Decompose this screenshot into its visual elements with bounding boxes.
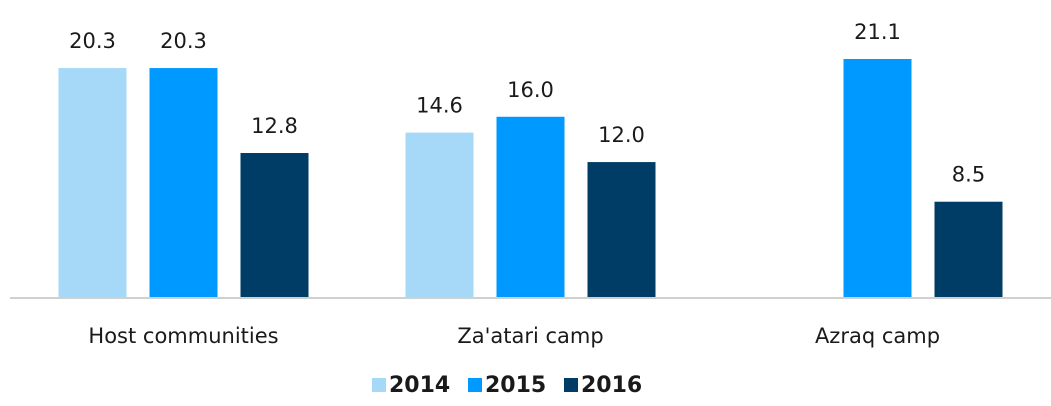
bar xyxy=(405,132,474,298)
legend-swatch xyxy=(564,378,578,392)
value-label: 16.0 xyxy=(507,78,554,102)
value-label: 14.6 xyxy=(416,94,463,118)
bar xyxy=(149,68,218,298)
bar xyxy=(58,68,127,298)
bar xyxy=(240,153,309,298)
value-label: 20.3 xyxy=(69,29,116,53)
bar xyxy=(587,162,656,298)
x-tick-label: Za'atari camp xyxy=(457,324,603,348)
bar xyxy=(843,59,912,298)
value-label: 20.3 xyxy=(160,29,207,53)
value-label: 21.1 xyxy=(854,20,901,44)
legend-swatch xyxy=(372,378,386,392)
value-label: 12.8 xyxy=(251,114,298,138)
legend-swatch xyxy=(468,378,482,392)
value-label: 12.0 xyxy=(598,123,645,147)
legend-label: 2015 xyxy=(485,373,546,398)
value-label: 8.5 xyxy=(952,163,985,187)
legend-label: 2016 xyxy=(581,373,642,398)
bar xyxy=(934,201,1003,298)
x-tick-label: Azraq camp xyxy=(815,324,940,348)
x-tick-label: Host communities xyxy=(88,324,278,348)
legend-label: 2014 xyxy=(389,373,450,398)
bar xyxy=(496,116,565,299)
